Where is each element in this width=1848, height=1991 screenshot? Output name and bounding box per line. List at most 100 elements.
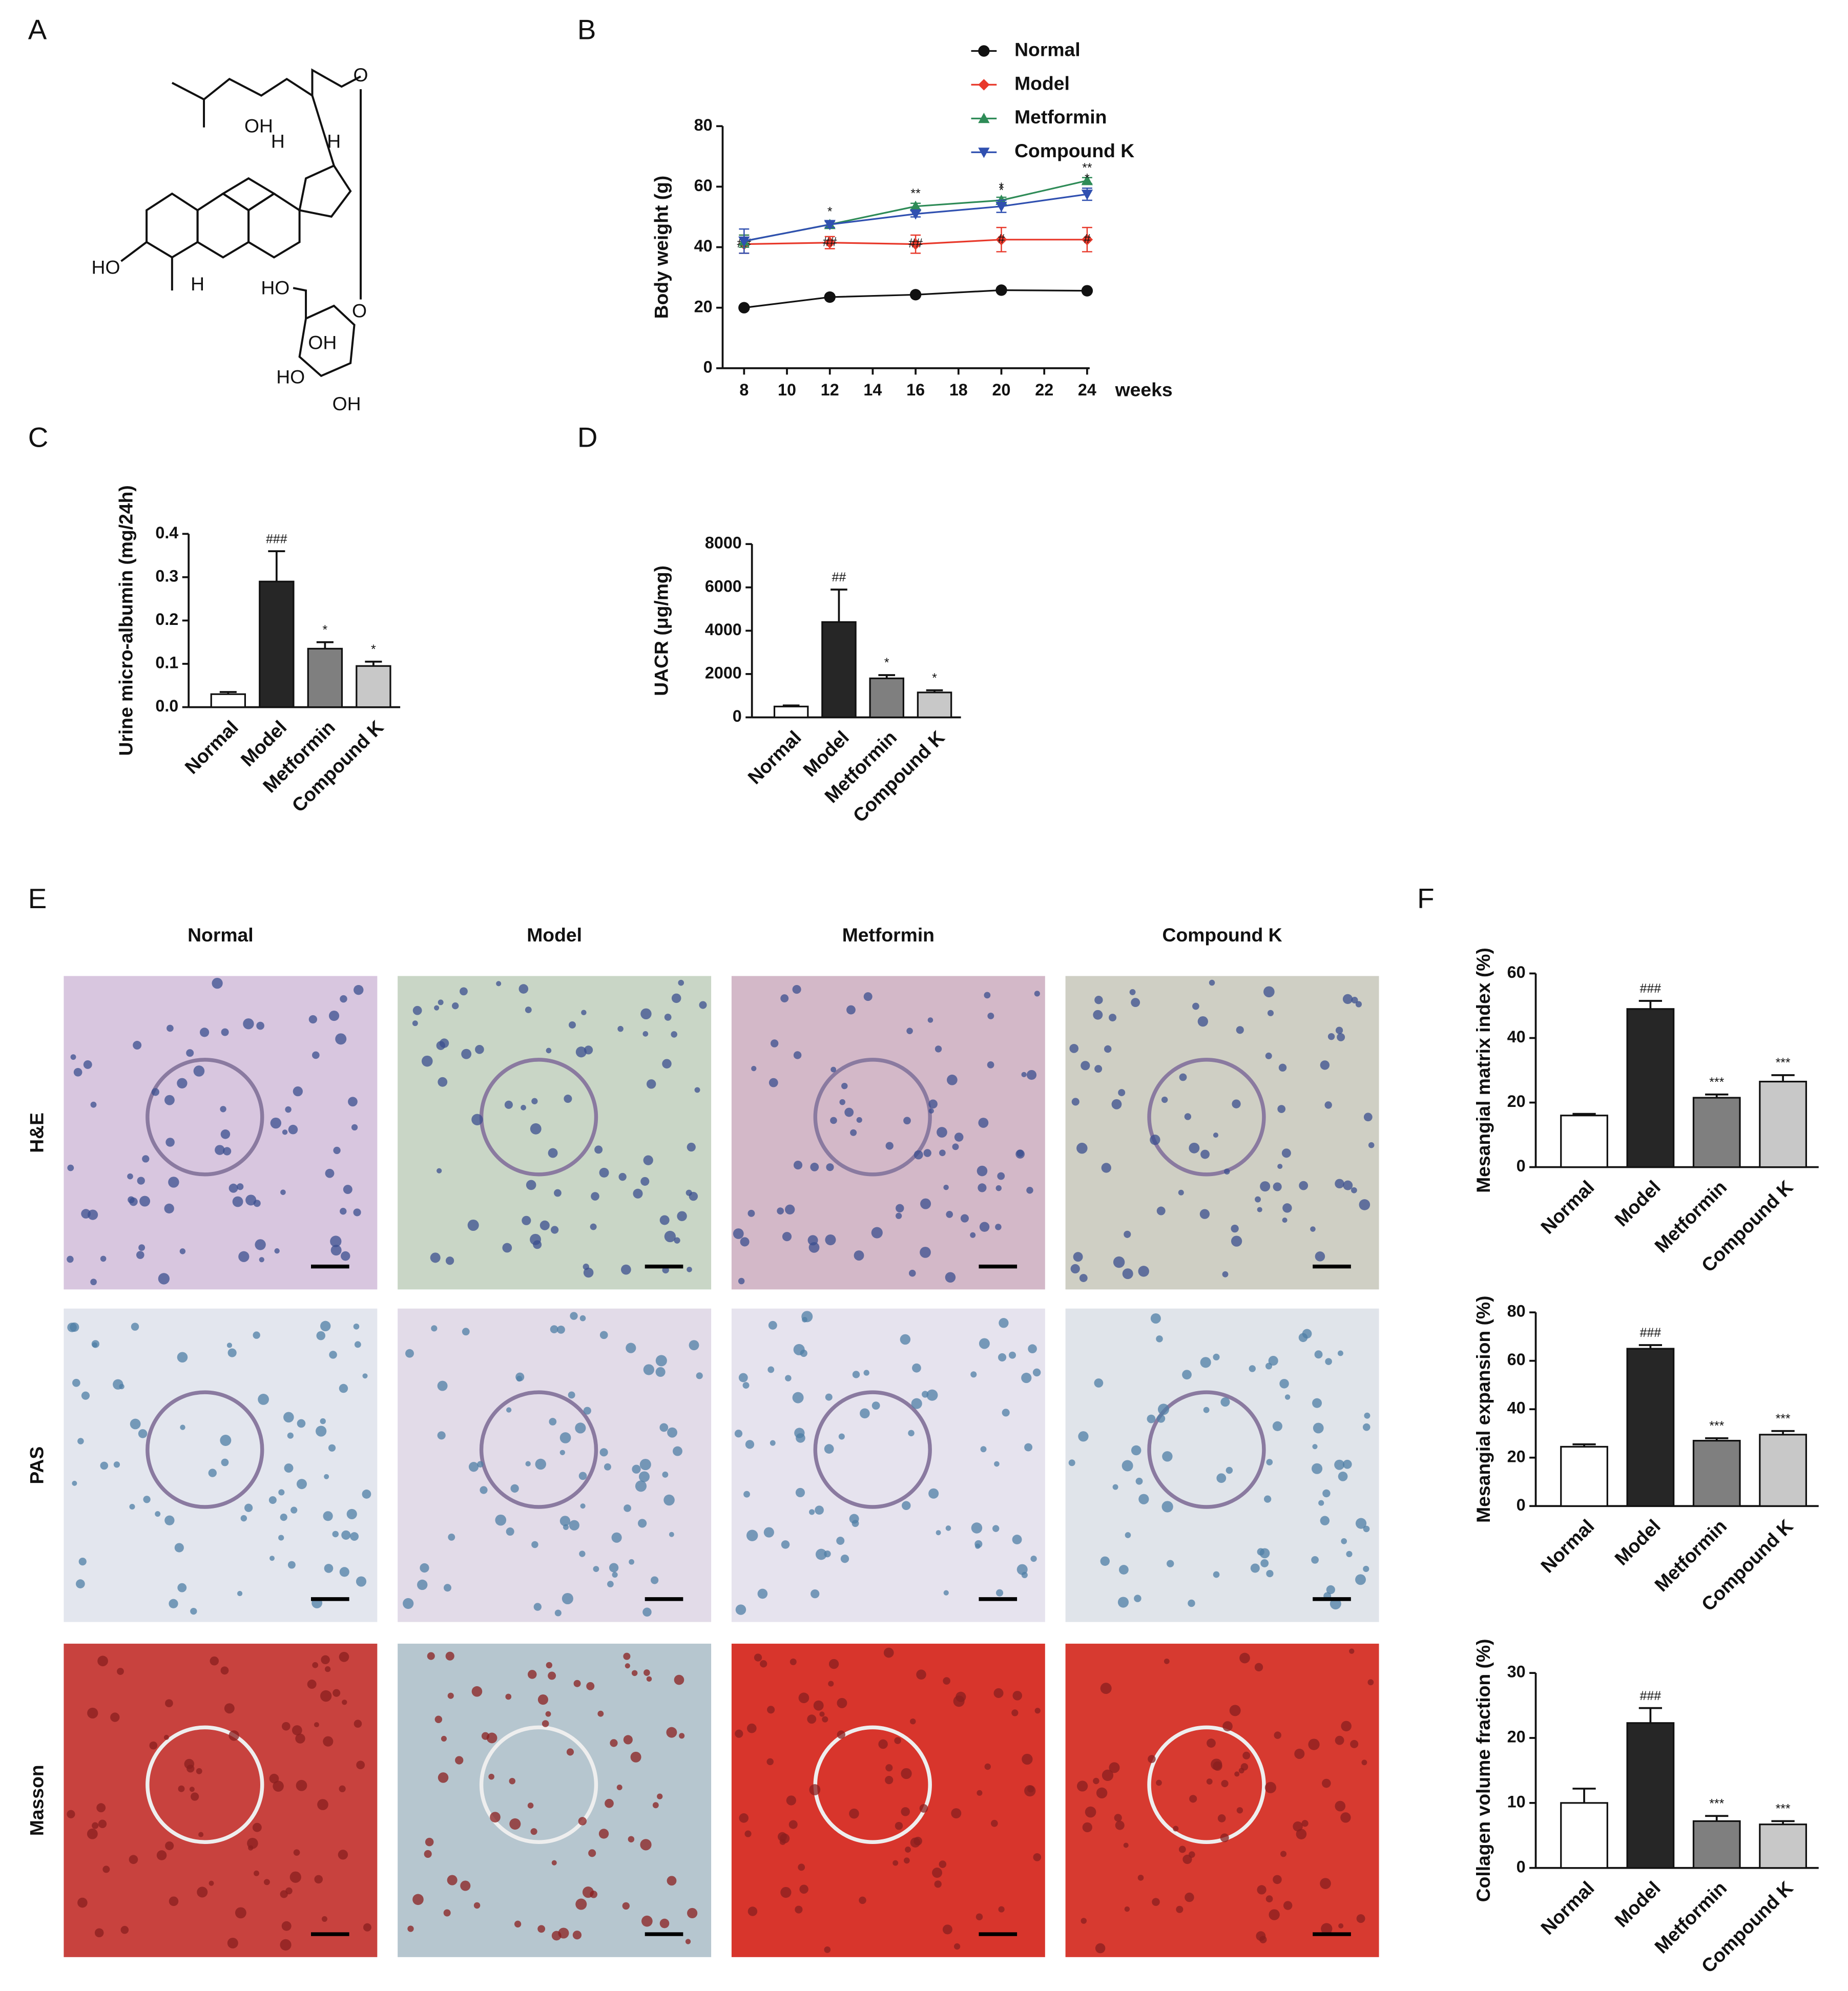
nucleus [564, 1094, 572, 1103]
error-bar [1705, 1815, 1729, 1821]
nucleus [599, 1448, 608, 1457]
nucleus [546, 1047, 552, 1054]
bar [821, 621, 857, 719]
nucleus [903, 1117, 911, 1125]
nucleus [667, 1876, 677, 1886]
nucleus [522, 1215, 531, 1225]
nucleus [992, 1525, 1000, 1532]
nucleus [1009, 1351, 1016, 1359]
nucleus [977, 1790, 983, 1796]
nucleus [1082, 1822, 1092, 1833]
nucleus [900, 1334, 911, 1345]
nucleus [610, 1739, 618, 1747]
nucleus [1268, 1356, 1278, 1366]
nucleus [798, 1692, 809, 1704]
nucleus [427, 1652, 435, 1660]
nucleus [447, 1692, 454, 1699]
nucleus [1240, 1763, 1249, 1771]
nucleus [1363, 1525, 1370, 1533]
marker [824, 220, 836, 230]
nucleus [1301, 1820, 1309, 1827]
glomerulus [479, 1725, 598, 1844]
nucleus [799, 1884, 808, 1894]
nucleus [618, 1172, 627, 1181]
nucleus [287, 1561, 296, 1569]
nucleus [1363, 1565, 1369, 1573]
nucleus [445, 1256, 454, 1265]
nucleus [674, 1237, 680, 1244]
nucleus [1249, 1365, 1256, 1372]
nucleus [320, 1690, 332, 1702]
nucleus [354, 1720, 362, 1728]
nucleus [640, 1839, 652, 1851]
nucleus [1176, 1905, 1183, 1913]
nucleus [462, 1328, 470, 1336]
nucleus [1173, 1826, 1179, 1832]
nucleus [356, 1576, 367, 1587]
nucleus [229, 1183, 238, 1193]
atom-label: OH [308, 331, 337, 353]
nucleus [323, 1736, 334, 1747]
nucleus [586, 1682, 595, 1690]
nucleus [1157, 1403, 1170, 1415]
nucleus [1125, 1532, 1131, 1538]
nucleus [549, 1418, 557, 1426]
nucleus [1189, 1142, 1200, 1154]
nucleus [928, 1108, 934, 1114]
nucleus [471, 1114, 483, 1125]
nucleus [979, 1222, 990, 1232]
nucleus [220, 1666, 229, 1675]
x-tick-label: 12 [821, 381, 839, 399]
nucleus [1351, 997, 1358, 1004]
nucleus [813, 1700, 824, 1711]
nucleus [129, 1855, 138, 1864]
nucleus [510, 1484, 519, 1493]
nucleus [901, 1807, 910, 1816]
y-tick-label: 60 [694, 176, 713, 195]
significance: ## [908, 236, 923, 250]
panel-label: A [28, 14, 47, 46]
nucleus [461, 1049, 472, 1059]
nucleus [321, 1916, 327, 1922]
nucleus [1318, 1500, 1324, 1506]
nucleus [343, 1185, 352, 1194]
nucleus [760, 1660, 767, 1668]
nucleus [920, 1198, 931, 1209]
nucleus [490, 1812, 501, 1822]
nucleus [323, 1511, 333, 1521]
y-tick-label: 0 [1517, 1496, 1526, 1514]
nucleus [1327, 1033, 1335, 1040]
nucleus [819, 1711, 825, 1717]
y-tick-label: 8000 [705, 534, 742, 552]
nucleus [1236, 1026, 1244, 1034]
nucleus [320, 1321, 331, 1332]
nucleus [338, 1850, 348, 1860]
nucleus [579, 1550, 586, 1557]
significance: ### [1640, 1326, 1662, 1340]
nucleus [612, 1571, 618, 1578]
nucleus [1229, 1705, 1241, 1716]
nucleus [1024, 1443, 1033, 1452]
nucleus [296, 1779, 307, 1791]
nucleus [333, 1146, 341, 1155]
nucleus [609, 1563, 619, 1573]
y-axis-label: Body weight (g) [650, 176, 672, 319]
nucleus [664, 1230, 676, 1243]
legend-label: Normal [1014, 38, 1081, 60]
nucleus [666, 1727, 677, 1738]
nucleus [689, 1340, 699, 1351]
nucleus [935, 1045, 942, 1053]
atom-label: O [354, 64, 368, 86]
nucleus [1310, 1226, 1316, 1232]
nucleus [622, 1902, 630, 1910]
atom-label: H [271, 130, 285, 152]
nucleus [212, 977, 223, 989]
nucleus [631, 1670, 638, 1676]
nucleus [325, 1168, 335, 1178]
nucleus [785, 1375, 792, 1381]
nucleus [81, 1391, 90, 1400]
tissue [64, 1643, 378, 1957]
nucleus [254, 1870, 259, 1876]
nucleus [828, 1681, 834, 1687]
x-tick-label: Normal [180, 716, 242, 778]
